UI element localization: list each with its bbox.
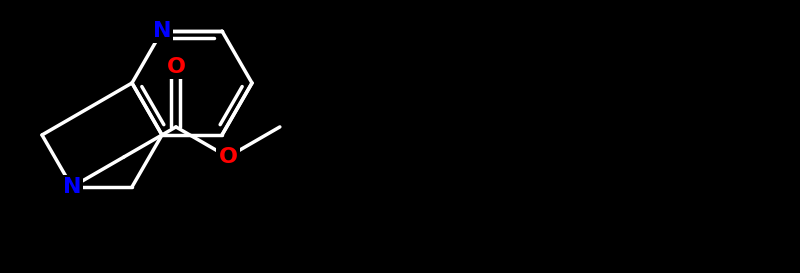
Text: O: O	[166, 57, 186, 77]
Text: N: N	[153, 21, 171, 41]
Text: O: O	[218, 147, 238, 167]
Text: N: N	[62, 177, 82, 197]
